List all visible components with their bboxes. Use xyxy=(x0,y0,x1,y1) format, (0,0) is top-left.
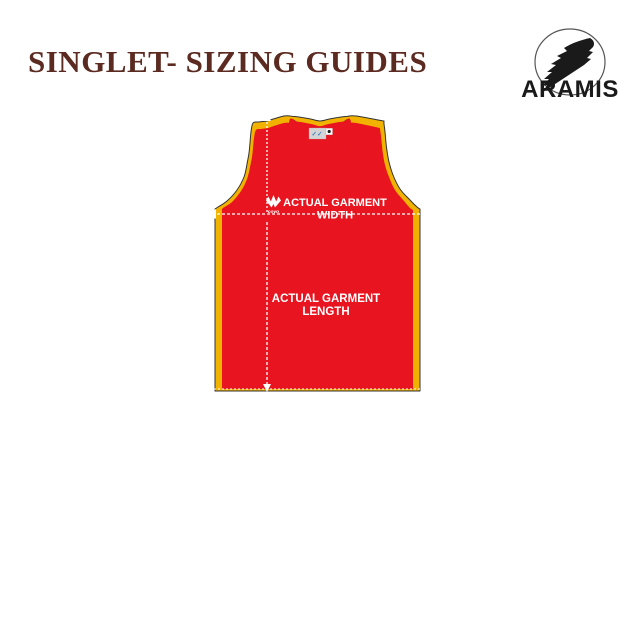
svg-text:ACTUAL GARMENT: ACTUAL GARMENT xyxy=(283,197,387,209)
svg-text:✓✓: ✓✓ xyxy=(312,131,323,138)
svg-text:ACTUAL GARMENT: ACTUAL GARMENT xyxy=(272,293,380,305)
svg-text:WIDTH: WIDTH xyxy=(317,210,353,222)
svg-text:LENGTH: LENGTH xyxy=(302,306,349,318)
